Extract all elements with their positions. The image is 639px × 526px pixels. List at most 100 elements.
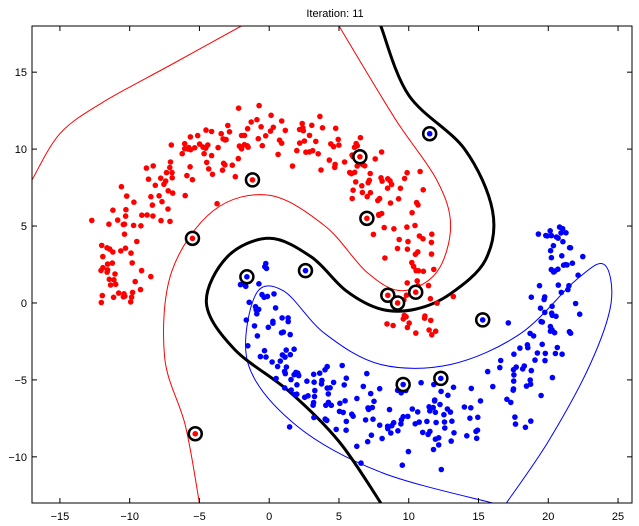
data-point-red: [426, 327, 432, 333]
data-point-blue: [376, 422, 383, 429]
data-point-red: [165, 188, 171, 194]
data-point-blue: [255, 306, 262, 313]
data-point-red: [241, 141, 248, 148]
data-point-blue: [264, 293, 271, 300]
data-point-blue: [538, 392, 544, 399]
data-point-blue: [541, 296, 547, 303]
data-point-blue: [528, 367, 535, 374]
data-point-blue: [295, 370, 301, 377]
data-point-red: [258, 124, 264, 130]
data-point-blue: [246, 299, 252, 306]
data-point-red: [306, 149, 313, 155]
data-point-blue: [325, 391, 332, 397]
data-point-red: [148, 273, 154, 280]
data-point-blue: [386, 406, 393, 413]
support-vector-point-red: [385, 292, 391, 299]
data-point-blue: [575, 272, 581, 279]
data-point-blue: [245, 343, 251, 349]
data-point-red: [162, 178, 169, 184]
data-point-red: [378, 149, 385, 155]
data-point-blue: [253, 311, 260, 317]
data-point-blue: [263, 354, 269, 360]
data-point-red: [109, 260, 116, 266]
data-point-blue: [560, 238, 566, 245]
data-point-blue: [311, 393, 318, 400]
data-point-red: [275, 151, 281, 158]
data-point-red: [226, 129, 233, 135]
data-point-red: [104, 267, 111, 273]
margin-line-red-outer: [32, 26, 242, 181]
data-point-blue: [237, 281, 244, 288]
data-point-red: [112, 271, 118, 277]
data-point-red: [127, 299, 134, 305]
data-point-blue: [427, 428, 433, 435]
data-point-blue: [360, 383, 367, 390]
data-point-red: [169, 175, 175, 181]
data-point-red: [413, 330, 419, 336]
data-point-blue: [550, 242, 557, 249]
data-point-blue: [310, 399, 317, 406]
data-point-red: [248, 119, 254, 125]
data-point-blue: [549, 303, 555, 310]
data-point-red: [357, 134, 364, 141]
data-point-red: [299, 120, 306, 127]
data-point-red: [163, 169, 170, 176]
data-point-red: [150, 163, 156, 169]
data-point-red: [450, 293, 457, 300]
data-point-blue: [539, 341, 545, 348]
data-point-blue: [432, 409, 439, 416]
x-tick-label: −5: [193, 511, 206, 523]
data-point-red: [351, 144, 358, 151]
data-point-red: [236, 143, 243, 149]
data-point-blue: [547, 228, 553, 234]
data-point-red: [114, 217, 121, 223]
data-point-red: [107, 282, 114, 288]
data-point-red: [244, 125, 251, 132]
data-point-blue: [532, 357, 538, 363]
data-point-red: [394, 245, 401, 252]
support-vector-point-blue: [479, 317, 486, 323]
data-point-red: [397, 185, 404, 192]
data-point-blue: [243, 283, 249, 290]
data-point-red: [208, 152, 215, 159]
data-point-blue: [505, 320, 512, 326]
data-point-red: [403, 314, 409, 320]
data-point-blue: [504, 396, 510, 403]
data-point-red: [412, 222, 418, 229]
data-point-blue: [343, 427, 349, 434]
x-tick-label: 0: [266, 511, 272, 523]
data-point-red: [378, 175, 384, 181]
data-point-blue: [547, 247, 554, 254]
data-point-blue: [341, 382, 348, 388]
data-point-red: [118, 248, 124, 254]
data-point-blue: [283, 364, 290, 370]
data-point-red: [404, 246, 411, 252]
decision-boundaries: [32, 26, 613, 503]
data-point-red: [144, 212, 150, 218]
data-point-red: [235, 155, 242, 162]
data-point-blue: [311, 379, 317, 386]
data-point-red: [209, 171, 216, 178]
data-point-red: [98, 267, 104, 274]
data-point-red: [317, 113, 323, 120]
data-point-blue: [288, 376, 294, 383]
data-point-red: [406, 320, 413, 326]
data-point-red: [300, 125, 306, 131]
data-point-red: [122, 245, 129, 251]
data-point-blue: [286, 424, 293, 430]
data-point-red: [139, 212, 145, 218]
data-point-blue: [519, 366, 526, 372]
data-point-red: [395, 196, 402, 202]
data-point-red: [385, 176, 391, 182]
data-point-blue: [576, 311, 583, 318]
data-point-blue: [257, 353, 264, 360]
data-point-red: [129, 260, 135, 266]
data-point-blue: [405, 413, 411, 420]
data-point-blue: [435, 442, 442, 448]
data-point-red: [194, 132, 201, 139]
data-point-red: [429, 332, 435, 338]
data-point-red: [401, 175, 408, 182]
data-point-red: [413, 267, 419, 274]
data-point-blue: [282, 354, 288, 360]
data-point-red: [138, 223, 144, 229]
